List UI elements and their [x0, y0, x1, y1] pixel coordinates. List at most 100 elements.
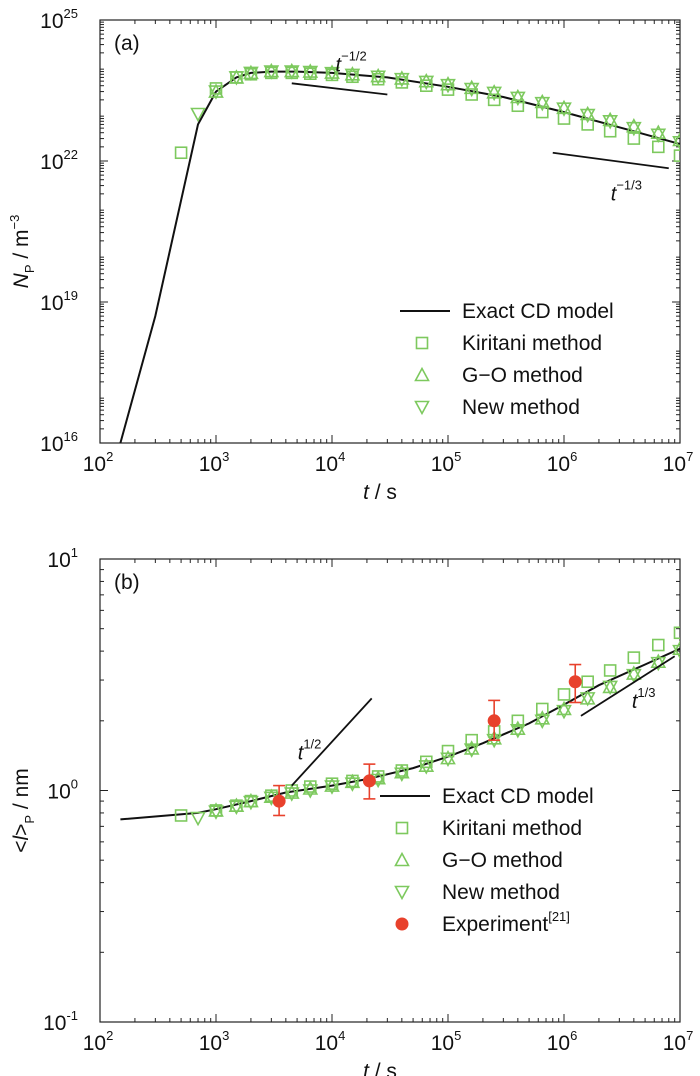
data-point	[283, 787, 300, 802]
x-tick-exponent: 2	[106, 449, 113, 464]
data-point	[362, 774, 376, 788]
data-point	[625, 121, 642, 137]
data-point	[625, 118, 642, 133]
slope-label-exponent: −1/3	[616, 177, 642, 192]
x-tick-label: 105	[431, 449, 462, 476]
y-axis-unit: / m	[10, 229, 33, 264]
data-point	[463, 743, 480, 758]
legend-label: G−O method	[442, 849, 563, 872]
slope-label-exponent: −1/2	[341, 48, 367, 63]
data-point	[283, 784, 300, 799]
data-point	[511, 714, 525, 728]
y-tick-exponent: 1	[71, 545, 78, 560]
data-point	[556, 704, 572, 720]
y-tick-exponent: 19	[64, 288, 78, 303]
x-axis-unit: / s	[369, 481, 397, 504]
data-point	[208, 805, 224, 820]
data-point	[557, 688, 571, 701]
x-tick-exponent: 4	[338, 449, 345, 464]
x-tick-base: 10	[199, 1032, 222, 1055]
y-tick-label: 10-1	[43, 1008, 78, 1035]
slope-label-base: t	[611, 183, 618, 205]
legend-label-text: New method	[462, 396, 580, 419]
data-point	[228, 797, 245, 812]
series-line	[120, 647, 680, 821]
y-tick-exponent: 0	[71, 777, 78, 792]
slope-label: t−1/2	[336, 48, 367, 76]
data-point	[556, 102, 572, 117]
y-axis-unit: / nm	[10, 768, 33, 815]
legend-label: New method	[442, 881, 560, 904]
y-tick-exponent: -1	[66, 1008, 78, 1023]
data-point	[263, 788, 280, 804]
data-point	[283, 65, 300, 80]
data-point	[302, 780, 319, 795]
data-point	[418, 75, 435, 91]
x-tick-exponent: 2	[106, 1028, 113, 1043]
x-tick-label: 103	[199, 1028, 230, 1055]
x-tick-base: 10	[315, 453, 338, 476]
x-tick-base: 10	[83, 453, 106, 476]
data-point	[509, 91, 526, 107]
data-point	[208, 85, 224, 100]
data-point	[190, 811, 206, 827]
data-point	[441, 744, 455, 758]
panel-label: (b)	[114, 571, 140, 594]
x-tick-exponent: 3	[222, 449, 229, 464]
y-tick-base: 10	[40, 10, 63, 33]
x-tick-exponent: 5	[454, 449, 461, 464]
slope-line	[552, 151, 669, 170]
data-point	[672, 644, 680, 660]
legend-label-text: Kiritani method	[442, 817, 582, 840]
data-point	[243, 795, 259, 811]
x-tick-label: 106	[547, 449, 578, 476]
slope-label: t1/2	[298, 737, 322, 765]
legend-marker-triangle-down	[394, 885, 410, 901]
legend-label: Kiritani method	[442, 817, 582, 840]
x-tick-exponent: 7	[686, 1028, 693, 1043]
data-point	[418, 757, 435, 772]
data-point	[393, 70, 410, 85]
data-point	[509, 723, 526, 739]
data-point	[174, 809, 188, 822]
data-point	[272, 794, 286, 808]
x-axis-variable: t	[363, 481, 370, 504]
legend-label-superscript: [21]	[548, 909, 570, 924]
legend-label: Exact CD model	[462, 300, 614, 323]
data-layer	[119, 62, 680, 443]
model-curve	[119, 70, 680, 443]
y-tick-label: 1022	[40, 147, 78, 174]
x-tick-base: 10	[547, 1032, 570, 1055]
legend-label: Kiritani method	[462, 332, 602, 355]
y-tick-base: 10	[40, 292, 63, 315]
legend-label: Experiment[21]	[442, 909, 570, 936]
y-axis-unit-exponent: −3	[7, 215, 22, 230]
data-point	[465, 733, 478, 747]
x-tick-base: 10	[199, 453, 222, 476]
data-point	[174, 146, 188, 160]
data-point	[534, 714, 551, 729]
data-point	[440, 749, 456, 765]
y-tick-exponent: 25	[64, 6, 78, 21]
y-axis-bracket: <	[10, 841, 33, 853]
x-tick-base: 10	[663, 1032, 686, 1055]
x-tick-base: 10	[663, 453, 686, 476]
data-point	[393, 767, 410, 783]
data-point	[535, 105, 549, 119]
y-tick-label: 100	[47, 777, 78, 804]
data-point	[263, 65, 280, 80]
data-point	[463, 82, 480, 98]
slope-label: t1/3	[632, 685, 656, 713]
slope-label-base: t	[632, 691, 639, 713]
data-point	[602, 680, 619, 696]
y-tick-label: 1019	[40, 288, 78, 315]
slope-label-base: t	[336, 54, 343, 76]
x-tick-label: 104	[315, 449, 346, 476]
plot-frame	[99, 19, 681, 444]
x-axis-variable: t	[363, 1060, 370, 1076]
data-point	[440, 78, 456, 94]
series-triangle-down	[190, 65, 680, 151]
x-axis-title: t / s	[363, 1060, 397, 1076]
legend-label: New method	[462, 396, 580, 419]
data-point	[463, 740, 480, 755]
